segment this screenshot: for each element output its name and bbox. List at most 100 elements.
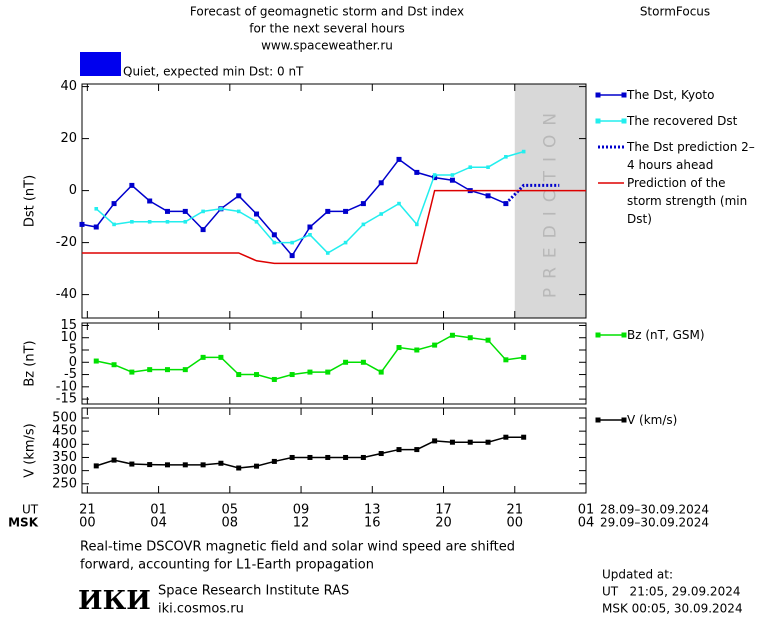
data-point [360,454,366,460]
data-point [271,232,277,238]
y-tick-label: 250 [52,476,77,491]
note: forward, accounting for L1-Earth propaga… [80,558,374,573]
legend-label: The Dst prediction 2–4 hours ahead [627,140,755,172]
msk-tick-label: 04 [578,516,595,531]
data-point [432,438,438,444]
y-tick-label: 15 [60,318,77,333]
data-point [307,369,313,375]
url: iki.cosmos.ru [158,602,244,617]
series-line [96,436,524,469]
data-point [147,198,153,204]
data-point [325,251,330,255]
legend-marker [595,332,601,338]
data-point [378,451,384,457]
x-tick-label: 13 [364,503,381,518]
data-point [325,369,331,375]
data-point [343,359,349,365]
legend-marker [595,417,601,423]
data-point [504,155,508,159]
data-point [236,372,242,378]
title-line: for the next several hours [249,22,405,36]
y-axis-label: Bz (nT) [23,340,38,386]
y-tick-label: 500 [52,411,77,426]
y-tick-label: 350 [52,450,77,465]
data-point [521,149,526,154]
data-point [164,367,170,373]
data-point [218,354,224,360]
data-point [201,209,205,214]
msk-tick-label: 00 [506,516,523,531]
data-point [111,362,117,368]
data-point [415,222,419,227]
data-point [307,454,313,460]
data-point [79,221,85,227]
data-point [378,180,384,186]
data-point [325,454,331,460]
legend-marker [595,92,601,98]
y-tick-label: 400 [52,437,77,452]
legend-marker [621,92,627,98]
data-point [111,201,117,207]
data-point [485,337,491,343]
data-point [164,462,170,468]
data-point [343,454,349,460]
data-point [432,173,437,177]
data-point [254,372,260,378]
y-axis-label: Dst (nT) [23,175,38,227]
logo: ИКИ [78,586,151,616]
legend-marker [621,417,627,423]
data-point [361,222,366,227]
y-tick-label: 5 [69,343,77,358]
data-point [343,208,349,214]
data-point [236,193,242,199]
x-tick-label: 21 [506,503,523,518]
y-tick-label: 0 [69,183,77,198]
data-point [254,211,260,217]
data-point [414,447,420,453]
data-point [147,462,153,468]
legend-label: The Dst, Kyoto [627,88,715,102]
data-point [485,193,491,199]
data-point [147,367,153,373]
ut-label: UT [22,503,39,517]
data-point [467,439,473,445]
quiet-box [80,52,121,76]
data-point [183,220,188,224]
x-tick-label: 21 [79,503,96,518]
y-tick-label: -5 [64,367,77,382]
data-point [254,220,259,224]
y-tick-label: 0 [69,355,77,370]
y-tick-label: 450 [52,424,77,439]
y-tick-label: 300 [52,463,77,478]
msk-tick-label: 00 [79,516,96,531]
x-tick-label: 09 [293,503,310,518]
data-point [325,208,331,214]
data-point [236,209,241,214]
brand: StormFocus [640,5,710,19]
data-point [467,335,473,341]
ut-dates: 28.09–30.09.2024 [600,503,709,517]
data-point [449,332,455,338]
data-point [254,463,260,469]
data-point [503,434,509,440]
data-point [360,359,366,365]
data-point [182,208,188,214]
msk-tick-label: 08 [222,516,239,531]
data-point [200,462,206,468]
data-point [343,240,348,245]
updated-ut: UT 21:05, 29.09.2024 [602,585,740,599]
msk-dates: 29.09–30.09.2024 [600,516,709,530]
panel-frame [81,322,587,405]
data-point [414,347,420,353]
data-point [182,462,188,468]
data-point [503,357,509,363]
series-line [504,183,560,205]
data-point [396,447,402,453]
data-point [396,345,402,351]
data-point [432,342,438,348]
data-point [129,461,135,467]
y-axis-label: V (km/s) [23,423,38,478]
data-point [93,224,99,230]
